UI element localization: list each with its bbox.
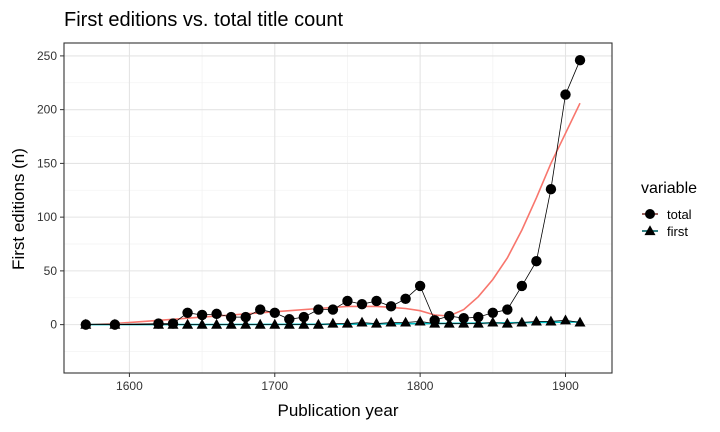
data-point-first: [560, 314, 571, 325]
legend: variable total first: [641, 180, 697, 239]
data-point-total: [516, 280, 528, 292]
panel-border: [63, 42, 613, 374]
legend-label-total: total: [667, 207, 692, 222]
data-point-first: [211, 318, 223, 329]
data-point-total: [371, 295, 382, 307]
x-axis-title: Publication year: [278, 401, 399, 420]
plot-area: 1600 1700 1800 1900 0 50 100 150 200 250: [37, 42, 613, 393]
data-point-first: [472, 317, 484, 328]
y-tick-label: 250: [37, 49, 57, 63]
data-point-first: [298, 318, 310, 329]
data-point-total: [269, 307, 280, 319]
data-point-total: [502, 304, 513, 315]
x-tick-label: 1700: [261, 379, 288, 393]
data-point-first: [530, 315, 542, 326]
data-point-first: [341, 317, 353, 328]
smooth-line-total: [85, 102, 581, 326]
y-axis-title: First editions (n): [9, 148, 28, 270]
y-tick-label: 100: [37, 210, 57, 224]
data-point-first: [414, 315, 426, 326]
data-point-first: [516, 316, 528, 327]
data-point-first: [429, 317, 441, 328]
legend-title: variable: [641, 180, 697, 197]
y-tick-label: 200: [37, 103, 57, 117]
data-point-first: [371, 317, 382, 328]
data-point-total: [298, 311, 310, 323]
data-point-total: [531, 256, 542, 267]
data-point-total: [400, 293, 411, 305]
data-point-first: [327, 317, 339, 328]
data-point-first: [225, 318, 237, 329]
chart-title: First editions vs. total title count: [64, 9, 343, 31]
data-point-first: [269, 318, 281, 329]
x-tick-label: 1600: [116, 379, 143, 393]
data-point-total: [385, 301, 397, 312]
data-point-total: [356, 299, 368, 310]
data-point-first: [153, 318, 164, 329]
data-point-total: [545, 183, 557, 195]
data-point-first: [356, 316, 368, 327]
data-point-first: [312, 318, 324, 329]
y-tick-label: 50: [44, 264, 58, 278]
data-point-first: [574, 316, 586, 327]
data-point-total: [414, 280, 426, 292]
data-point-first: [196, 318, 208, 329]
legend-key-marker-first: [644, 225, 656, 236]
data-point-total: [196, 309, 208, 321]
data-point-total: [255, 304, 266, 315]
data-point-first: [254, 318, 266, 329]
data-point-total: [487, 307, 499, 319]
data-point-total: [182, 307, 193, 319]
data-point-total: [240, 311, 251, 323]
data-point-first: [167, 318, 179, 329]
data-point-total: [225, 311, 237, 323]
panel-background: [64, 43, 612, 373]
data-point-first: [501, 317, 513, 328]
legend-key-marker-total: [645, 209, 655, 219]
data-point-first: [109, 318, 121, 329]
data-point-total: [211, 308, 222, 320]
data-point-first: [283, 318, 295, 329]
legend-label-first: first: [667, 224, 688, 239]
data-point-total: [443, 310, 455, 322]
data-point-first: [182, 318, 194, 329]
y-tick-label: 0: [50, 318, 57, 332]
data-point-first: [487, 316, 499, 327]
data-point-first: [400, 316, 412, 327]
y-tick-label: 150: [37, 156, 57, 170]
x-tick-label: 1900: [552, 379, 579, 393]
data-point-total: [313, 304, 324, 315]
data-point-first: [458, 317, 470, 328]
data-point-first: [80, 318, 92, 329]
data-point-first: [385, 316, 397, 327]
data-point-first: [240, 318, 252, 329]
data-point-total: [327, 304, 339, 315]
data-point-first: [545, 315, 557, 326]
data-point-total: [342, 295, 353, 307]
x-tick-label: 1800: [407, 379, 434, 393]
data-point-first: [443, 317, 455, 328]
data-point-total: [560, 89, 571, 100]
data-point-total: [473, 311, 484, 323]
data-point-total: [574, 54, 586, 66]
